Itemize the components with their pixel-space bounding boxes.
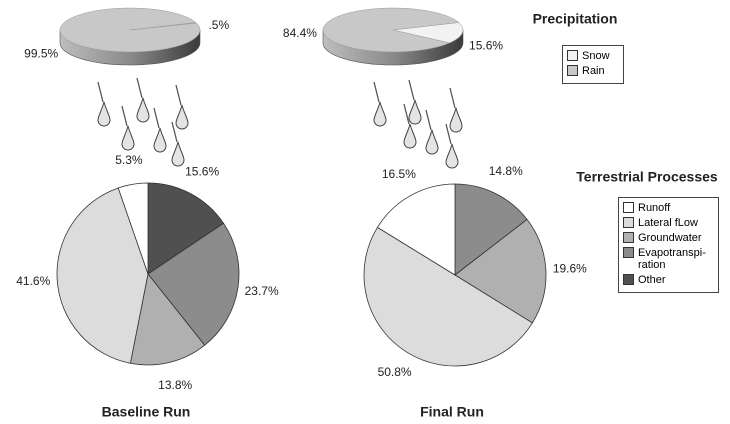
rain-streak [403, 103, 410, 125]
rain-streak [153, 107, 160, 129]
raindrop [373, 101, 387, 127]
pie-slice [117, 182, 149, 275]
pie-slice [454, 218, 547, 324]
value-label: 15.6% [185, 165, 219, 179]
legend-item: Runoff [623, 202, 714, 214]
pie-slice [392, 22, 464, 44]
rain-streak [425, 109, 432, 131]
section-title: Terrestrial Processes [576, 169, 718, 185]
raindrop [403, 123, 417, 149]
legend-label: Other [638, 274, 666, 286]
raindrop [408, 99, 422, 125]
pie-slice [59, 7, 201, 53]
legend-swatch [623, 217, 634, 228]
legend: Runoff Lateral fLow Groundwater Evapotransp… [618, 197, 719, 293]
value-label: 15.6% [469, 38, 503, 52]
legend-swatch [623, 232, 634, 243]
value-label: 50.8% [378, 365, 412, 379]
legend-label: Groundwater [638, 232, 702, 244]
value-label: 84.4% [283, 26, 317, 40]
value-label: 99.5% [24, 47, 58, 61]
legend-swatch [567, 65, 578, 76]
rain-streak [121, 105, 128, 127]
legend-label: Rain [582, 65, 605, 77]
pie-slice [129, 273, 206, 366]
rain-streak [136, 77, 143, 99]
legend-label: Lateral fLow [638, 217, 698, 229]
legend: Snow Rain [562, 45, 624, 84]
raindrop [449, 107, 463, 133]
legend-label: Runoff [638, 202, 671, 214]
pie-slice [147, 222, 240, 346]
rain-streak [373, 81, 380, 103]
legend-item: Other [623, 274, 714, 286]
run-label: Baseline Run [102, 404, 191, 420]
pie-slice [56, 187, 149, 364]
value-label: 13.8% [158, 378, 192, 392]
pie-slice [322, 7, 460, 53]
value-label: 19.6% [553, 261, 587, 275]
pie-slice [363, 226, 533, 367]
raindrop [136, 97, 150, 123]
legend-swatch [623, 202, 634, 213]
pie-slice [376, 183, 456, 276]
legend-label: Snow [582, 50, 610, 62]
raindrop [97, 101, 111, 127]
rain-streak [445, 123, 452, 145]
raindrop [153, 127, 167, 153]
pie-slice [147, 182, 225, 275]
legend-swatch [623, 247, 634, 258]
legend-item: Snow [567, 50, 619, 62]
legend-item: Rain [567, 65, 619, 77]
raindrop [175, 104, 189, 130]
run-label: Final Run [420, 404, 484, 420]
legend-swatch [567, 50, 578, 61]
raindrop [445, 143, 459, 169]
legend-label: Evapotranspi-ration [638, 247, 706, 271]
value-label: 14.8% [489, 164, 523, 178]
pie-slice [454, 183, 528, 276]
section-title: Precipitation [533, 11, 618, 27]
value-label: 5.3% [115, 153, 143, 167]
legend-item: Lateral fLow [623, 217, 714, 229]
raindrop [171, 141, 185, 167]
legend-item: Groundwater [623, 232, 714, 244]
raindrop [425, 129, 439, 155]
raindrop [121, 125, 135, 151]
rain-streak [97, 81, 104, 103]
value-label: 23.7% [245, 284, 279, 298]
legend-item: Evapotranspi-ration [623, 247, 714, 271]
rain-streak [171, 121, 178, 143]
rain-streak [449, 87, 456, 109]
value-label: 41.6% [16, 274, 50, 288]
legend-swatch [623, 274, 634, 285]
value-label: 16.5% [382, 167, 416, 181]
value-label: .5% [208, 18, 229, 32]
rain-streak [408, 79, 415, 101]
rain-streak [175, 84, 182, 106]
